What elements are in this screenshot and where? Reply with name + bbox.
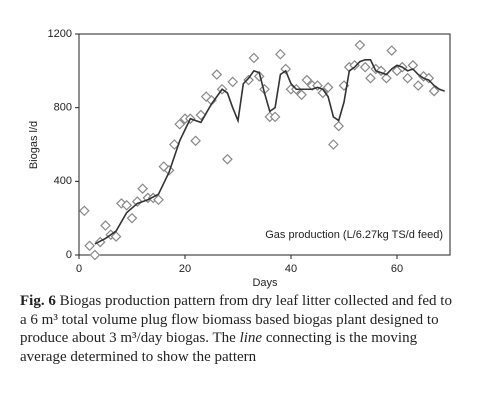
point — [333, 120, 345, 132]
chart: Days Biogas l/d Gas production (L/6.27kg… — [28, 28, 451, 289]
caption: Fig. 6 Biogas production pattern from dr… — [20, 292, 460, 366]
point — [412, 80, 424, 91]
point — [386, 45, 398, 56]
caption-label: Fig. 6 — [20, 293, 56, 309]
point — [211, 69, 223, 80]
point — [269, 111, 281, 123]
point — [381, 72, 392, 84]
caption-emphasis: line — [239, 330, 263, 346]
y-tick-label: 400 — [54, 175, 72, 187]
point — [169, 139, 180, 150]
point — [137, 183, 148, 195]
point — [423, 72, 435, 84]
point — [328, 139, 339, 150]
y-tick-label: 0 — [66, 249, 72, 261]
moving-average-line — [94, 58, 445, 245]
plot-frame — [78, 33, 451, 256]
point — [121, 199, 133, 211]
point — [78, 205, 90, 217]
x-tick-label: 40 — [285, 263, 297, 275]
point — [222, 153, 233, 165]
point — [243, 74, 254, 86]
point — [126, 212, 138, 224]
x-axis-label: Days — [252, 277, 278, 289]
point — [322, 82, 334, 93]
point — [354, 39, 366, 51]
caption-text: Biogas production pattern from dry leaf … — [20, 293, 452, 346]
point — [84, 240, 95, 252]
y-tick-label: 1200 — [48, 28, 72, 40]
point — [100, 220, 111, 231]
point — [227, 76, 239, 88]
x-tick-label: 20 — [179, 263, 191, 275]
point — [275, 48, 286, 60]
point — [296, 89, 307, 101]
point — [280, 63, 292, 75]
y-tick-label: 800 — [54, 102, 72, 114]
point — [131, 196, 143, 207]
y-axis-label: Biogas l/d — [28, 121, 40, 169]
point — [317, 87, 329, 99]
annotation: Gas production (L/6.27kg TS/d feed) — [265, 229, 443, 241]
point — [428, 85, 440, 97]
point — [365, 72, 376, 84]
point — [89, 249, 101, 261]
point — [359, 61, 371, 73]
x-tick-label: 60 — [391, 263, 403, 275]
point — [301, 74, 313, 86]
x-tick-label: 0 — [76, 263, 82, 275]
point — [248, 52, 260, 64]
point — [153, 194, 164, 206]
point — [402, 72, 413, 84]
point — [190, 135, 201, 147]
caption-text: connecting is the moving average determi… — [20, 330, 418, 365]
point — [110, 231, 122, 242]
point — [174, 118, 186, 130]
